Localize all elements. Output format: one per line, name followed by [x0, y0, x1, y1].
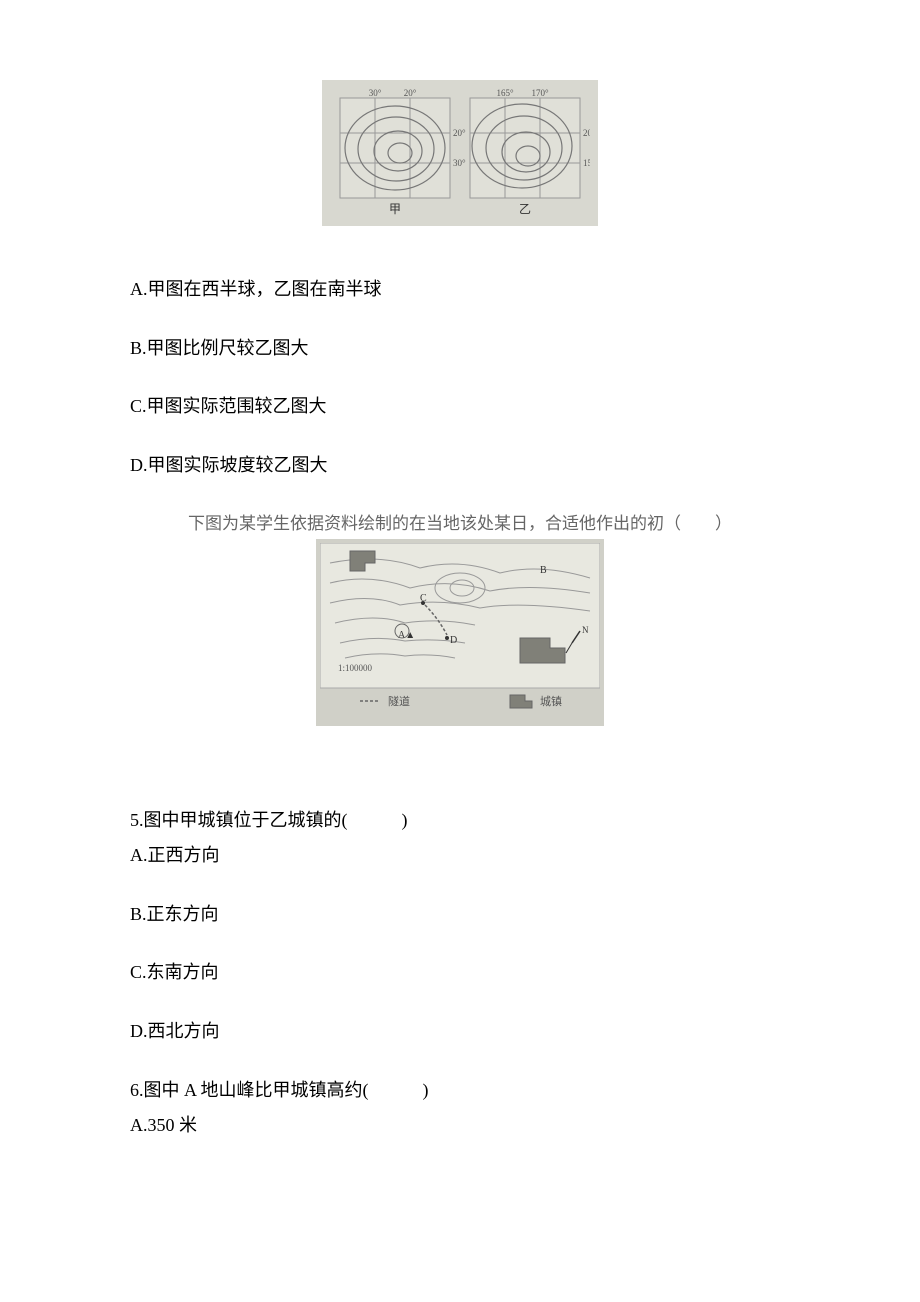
- q4-option-c: C.甲图实际范围较乙图大: [130, 392, 790, 421]
- q4-option-b: B.甲图比例尺较乙图大: [130, 334, 790, 363]
- q5-option-b: B.正东方向: [130, 900, 790, 929]
- point-d: D: [450, 635, 457, 646]
- q6-text: 6.图中 A 地山峰比甲城镇高约( ): [130, 1076, 790, 1105]
- yi-label: 乙: [519, 202, 531, 216]
- figure-2-container: 下图为某学生依据资料绘制的在当地该处某日，合适他作出的初（ ） A▲: [130, 510, 790, 726]
- q6-option-a: A.350 米: [130, 1111, 790, 1140]
- jia-lon-2: 20°: [404, 88, 417, 98]
- yi-lat-2: 15°: [583, 158, 590, 168]
- question-5: 5.图中甲城镇位于乙城镇的( ) A.正西方向 B.正东方向 C.东南方向 D.…: [130, 806, 790, 1046]
- q5-option-c: C.东南方向: [130, 958, 790, 987]
- yi-lat-1: 20°: [583, 128, 590, 138]
- q4-option-a: A.甲图在西半球，乙图在南半球: [130, 275, 790, 304]
- figure-1-container: 30° 20° 20° 30° 甲 165° 170° 20°: [130, 80, 790, 235]
- yi-lon-1: 165°: [496, 88, 514, 98]
- jia-lat-1: 20°: [453, 128, 466, 138]
- jia-label: 甲: [389, 202, 401, 216]
- scale-text: 1:100000: [338, 663, 373, 673]
- jia-lat-2: 30°: [453, 158, 466, 168]
- q5-option-a: A.正西方向: [130, 841, 790, 870]
- q5-option-d: D.西北方向: [130, 1017, 790, 1046]
- svg-text:N: N: [582, 625, 589, 635]
- q5-text: 5.图中甲城镇位于乙城镇的( ): [130, 806, 790, 835]
- contour-map-pair: 30° 20° 20° 30° 甲 165° 170° 20°: [322, 80, 598, 226]
- point-a: A▲: [398, 630, 415, 641]
- svg-text:隧道: 隧道: [388, 694, 410, 708]
- q4-option-d: D.甲图实际坡度较乙图大: [130, 451, 790, 480]
- question-6: 6.图中 A 地山峰比甲城镇高约( ) A.350 米: [130, 1076, 790, 1140]
- partial-question-text: 下图为某学生依据资料绘制的在当地该处某日，合适他作出的初（ ）: [130, 510, 790, 537]
- point-b: B: [540, 565, 547, 576]
- legend: 隧道 城镇: [360, 694, 562, 708]
- svg-text:城镇: 城镇: [540, 694, 562, 708]
- yi-lon-2: 170°: [531, 88, 549, 98]
- topographic-map: A▲ B C D N 1:100000 隧道 城镇: [316, 539, 604, 726]
- jia-lon-1: 30°: [369, 88, 382, 98]
